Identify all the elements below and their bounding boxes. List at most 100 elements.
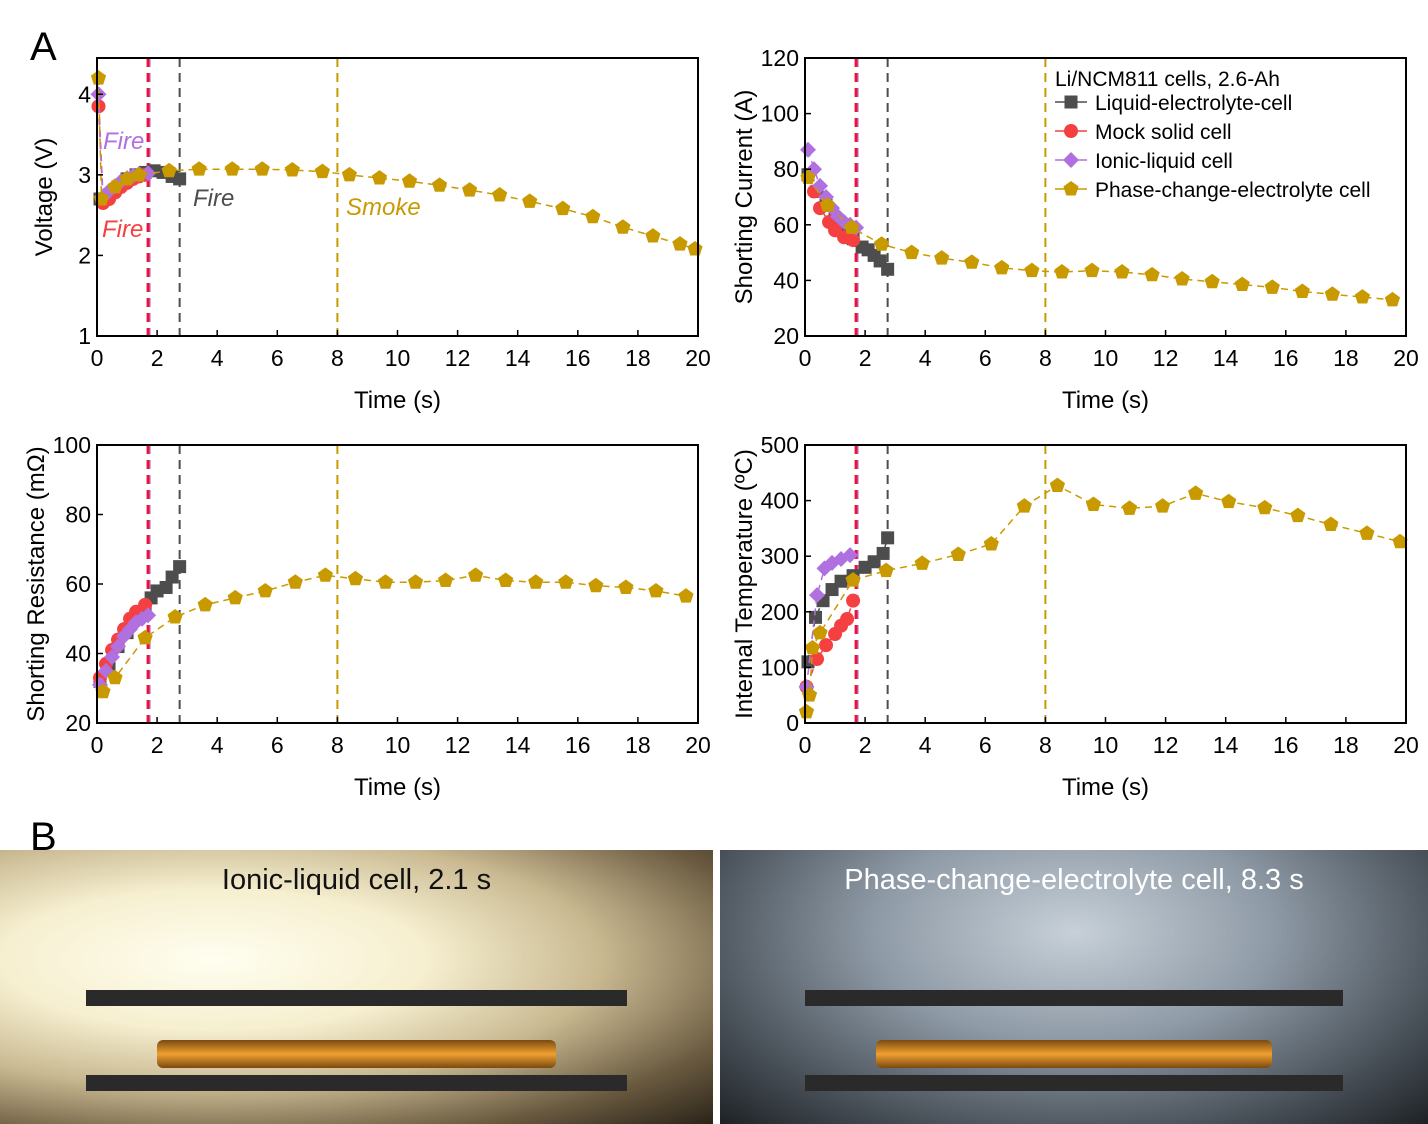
x-tick-label: 16 [565,345,591,371]
data-point [1294,283,1310,298]
y-tick-label: 80 [773,156,799,182]
annotation-smoke-phase: Smoke [346,194,421,221]
data-point [878,562,894,578]
x-tick-label: 2 [859,732,872,758]
data-point [819,197,836,212]
data-point [287,574,303,589]
data-point [914,555,930,570]
y-tick-label: 100 [761,101,799,127]
data-point [798,703,815,719]
x-tick-label: 20 [685,732,711,758]
series-line [805,484,1401,713]
chart-resistance: 0 2 4 6 8 10 12 14 16 18 20 20 40 60 80 100 Time (s) Shor… [23,432,711,801]
data-point [618,579,634,594]
data-point [834,574,848,588]
data-point [1049,477,1066,493]
x-tick-label: 10 [385,732,411,758]
x-tick-label: 6 [979,732,992,758]
data-point [498,572,514,587]
x-tick-label: 8 [331,732,344,758]
data-point [846,233,861,248]
data-point [800,141,817,158]
x-axis-label: Time (s) [354,774,441,801]
data-point [191,161,207,176]
data-point [314,163,330,179]
data-point [994,259,1010,275]
x-tick-label: 16 [565,732,591,758]
data-point [585,208,601,224]
data-point [1016,498,1032,513]
data-point [110,638,127,655]
plot-frame [96,444,699,724]
data-point [1174,271,1190,286]
data-point [588,577,604,593]
series-phase [800,169,1401,307]
data-point [648,582,664,598]
y-tick-label: 80 [65,502,91,528]
y-tick-label: 0 [786,710,799,736]
x-tick-label: 18 [1333,732,1359,758]
data-point [1188,485,1204,500]
data-point [159,580,173,594]
series-line [97,78,696,250]
x-tick-label: 0 [91,345,104,371]
data-point [876,546,890,560]
y-tick-label: 500 [761,432,799,458]
y-tick-label: 60 [65,571,91,597]
x-tick-label: 20 [1393,345,1419,371]
legend: Li/NCM811 cells, 2.6-AhLiquid-electrolyt… [1055,68,1370,202]
y-tick-label: 40 [65,641,91,667]
x-axis-label: Time (s) [354,387,441,414]
data-point [197,596,213,612]
panel-label-a: A [30,25,57,69]
data-point [407,574,424,589]
data-point [845,572,861,587]
data-point [615,219,631,234]
x-tick-label: 12 [1153,345,1179,371]
data-point [347,570,364,586]
data-point [165,570,179,584]
x-tick-label: 20 [685,345,711,371]
data-point [284,162,300,177]
x-tick-label: 18 [1333,345,1359,371]
data-point [492,186,508,202]
data-point [1234,276,1250,292]
series-line [102,574,687,693]
data-point [842,547,859,564]
x-tick-label: 2 [859,345,872,371]
data-point [1204,273,1220,289]
x-tick-label: 6 [271,345,284,371]
data-point [1121,500,1138,515]
data-point [1144,266,1160,282]
y-tick-label: 2 [78,242,91,268]
x-tick-label: 4 [211,732,224,758]
x-tick-label: 12 [1153,732,1179,758]
x-tick-label: 4 [919,732,932,758]
x-tick-label: 18 [625,345,651,371]
data-point [227,589,243,605]
data-point [1114,264,1130,279]
data-point [377,574,394,589]
y-tick-label: 4 [78,81,91,107]
x-tick-label: 0 [91,732,104,758]
data-point [1324,286,1340,301]
x-tick-label: 16 [1273,345,1299,371]
photo-ionic-liquid-cell: Ionic-liquid cell, 2.1 s [0,850,713,1124]
x-tick-label: 14 [1213,732,1239,758]
y-tick-label: 40 [773,267,799,293]
legend-item: Phase-change-electrolyte cell [1095,179,1370,202]
y-axis-label: Internal Temperature (ºC) [731,449,758,719]
x-tick-label: 10 [385,345,411,371]
data-point [645,228,661,243]
data-point [468,567,484,582]
x-axis-label: Time (s) [1062,774,1149,801]
y-tick-label: 20 [773,323,799,349]
data-point [1054,264,1070,279]
data-point [1323,516,1339,531]
data-point [317,567,333,582]
panel-label-b: B [30,815,57,850]
x-tick-label: 14 [505,345,531,371]
data-point [874,236,890,251]
